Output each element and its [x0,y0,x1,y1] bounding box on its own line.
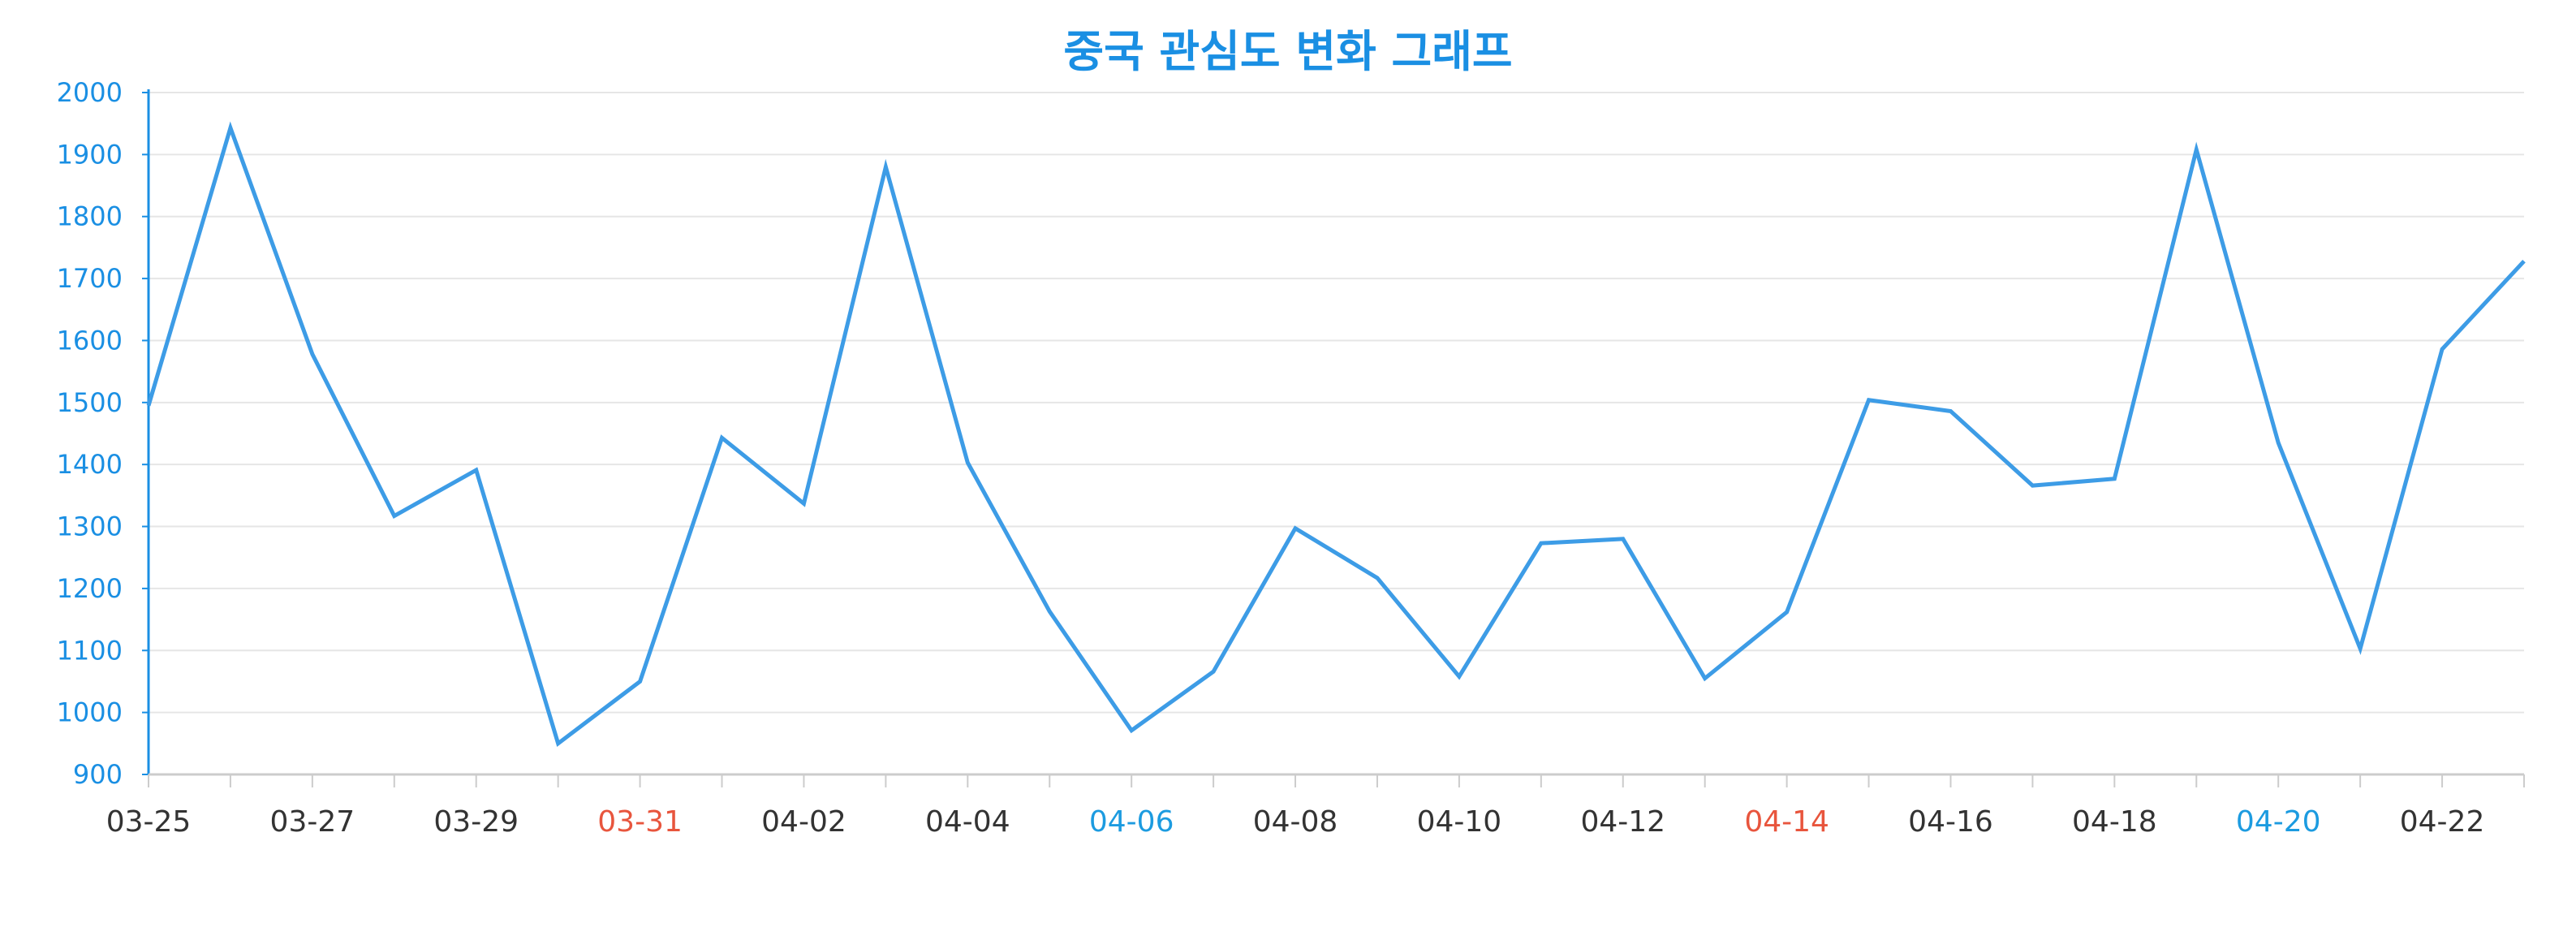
y-tick-label: 1100 [57,635,123,666]
x-tick-label: 03-31 [597,805,683,839]
y-tick-label: 1600 [57,325,123,356]
x-tick-label: 04-10 [1417,805,1502,839]
series-layer [146,121,2526,747]
chart-title: 중국 관심도 변화 그래프 [1063,26,1512,77]
x-tick-label: 04-14 [1744,805,1829,839]
x-tick-label: 04-20 [2236,805,2321,839]
x-tick-label: 04-16 [1908,805,1993,839]
y-axis-ticks: 900 1000 1100 1200 1300 1400 1500 1600 1700 1800 1… [57,77,123,790]
x-tick-label: 04-02 [761,805,846,839]
axes [142,89,2525,787]
y-tick-label: 2000 [57,77,123,108]
x-tick-label: 04-12 [1580,805,1665,839]
series-line [146,121,2526,747]
x-tick-label: 04-22 [2400,805,2485,839]
y-tick-label: 900 [73,759,123,790]
x-tick-label: 04-06 [1089,805,1174,839]
y-tick-label: 1400 [57,449,123,480]
x-tick-label: 04-18 [2072,805,2157,839]
y-tick-label: 1700 [57,263,123,294]
x-tick-label: 04-04 [925,805,1010,839]
y-tick-label: 1300 [57,511,123,542]
y-tick-label: 1200 [57,573,123,604]
y-tick-label: 1900 [57,139,123,170]
x-tick-label: 04-08 [1253,805,1338,839]
y-tick-label: 1500 [57,387,123,418]
x-axis-ticks: 03-25 03-27 03-29 03-31 04-02 04-04 04-06 04-08… [106,805,2485,839]
x-tick-label: 03-25 [106,805,192,839]
grid-lines [149,92,2524,714]
y-tick-label: 1000 [57,697,123,728]
x-tick-label: 03-29 [433,805,519,839]
x-tick-label: 03-27 [270,805,355,839]
y-tick-label: 1800 [57,201,123,232]
